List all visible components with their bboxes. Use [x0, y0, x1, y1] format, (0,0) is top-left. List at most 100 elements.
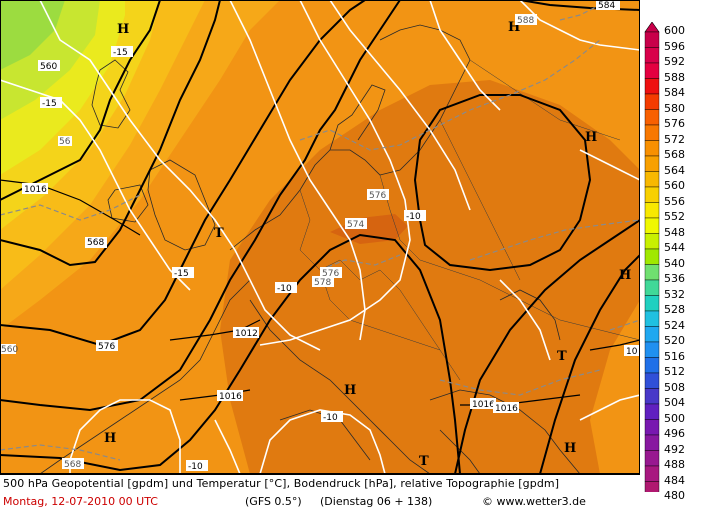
legend-label: 500 [664, 411, 685, 425]
high-pressure-label: H [117, 22, 129, 37]
legend-label: 544 [664, 241, 685, 254]
map-footer: 500 hPa Geopotential [gpdm] und Temperat… [0, 474, 640, 513]
legend-label: 560 [664, 179, 685, 192]
coastlines [39, 24, 581, 474]
temperature-label: -10 [406, 212, 421, 222]
geopotential-label: 560 [40, 62, 57, 72]
legend-label: 532 [664, 287, 685, 301]
low-pressure-label: T [557, 349, 567, 364]
legend-swatch [644, 295, 660, 312]
contour-labels: 560 568 576 584 -15 -15 -15 -10 -10 -10 … [0, 0, 640, 472]
temperature-label: 10 [626, 347, 638, 357]
legend-swatch [644, 47, 660, 64]
legend-label: 536 [664, 272, 685, 285]
legend-swatch [644, 326, 660, 343]
weather-map: H H H H H H H T T T 560 568 576 584 -15 … [0, 0, 640, 474]
temperature-label: -10 [323, 413, 338, 423]
legend-label: 592 [664, 55, 685, 68]
high-pressure-label: H [344, 383, 356, 398]
legend-swatch [644, 372, 660, 389]
country-borders [299, 59, 640, 381]
legend-swatch [644, 171, 660, 188]
legend-label: 488 [664, 458, 685, 471]
legend-swatch [644, 434, 660, 451]
surface-pressure-label: 1016 [495, 404, 518, 414]
high-pressure-label: H [564, 441, 576, 456]
legend-label: 540 [664, 256, 685, 270]
legend-label: 528 [664, 303, 685, 316]
legend-top-arrow [644, 22, 660, 33]
legend-swatch [644, 109, 660, 126]
relative-topography-label: 56 [59, 137, 71, 147]
legend-label: 520 [664, 334, 685, 347]
legend-label: 580 [664, 101, 685, 115]
surface-pressure-label: 1016 [24, 185, 47, 195]
geopotential-label: 576 [98, 342, 115, 352]
map-title: 500 hPa Geopotential [gpdm] und Temperat… [3, 477, 560, 490]
temperature-label: -10 [277, 284, 292, 294]
legend-label: 568 [664, 148, 685, 161]
legend-label: 484 [664, 473, 685, 487]
relative-topography-label: 574 [347, 220, 364, 230]
legend-swatch [644, 31, 660, 48]
temperature-label: -15 [174, 269, 189, 279]
legend-label: 516 [664, 349, 685, 363]
legend-label: 552 [664, 210, 685, 223]
valid-date: Montag, 12-07-2010 00 UTC [3, 495, 158, 508]
pressure-symbols: H H H H H H H T T T [104, 20, 631, 469]
legend-swatch [644, 310, 660, 327]
legend-label: 480 [664, 489, 685, 502]
legend-swatch [644, 279, 660, 296]
legend-swatch [644, 481, 660, 492]
legend-swatch [644, 465, 660, 482]
low-pressure-label: T [214, 226, 224, 241]
legend-swatch [644, 264, 660, 281]
legend-label: 596 [664, 39, 685, 53]
temperature-contours [0, 0, 640, 474]
legend-label: 584 [664, 86, 685, 99]
high-pressure-label: H [619, 268, 631, 283]
legend-label: 508 [664, 380, 685, 394]
legend-swatch [644, 124, 660, 141]
legend-swatch [644, 341, 660, 358]
legend-swatch [644, 450, 660, 467]
legend-swatch [644, 78, 660, 95]
color-legend: 600 596 592 588 584 580 576 572 568 564 560 556 552 5… [640, 0, 704, 513]
legend-label: 572 [664, 132, 685, 146]
legend-swatch [644, 403, 660, 420]
legend-swatch [644, 186, 660, 203]
temperature-label: -15 [42, 99, 57, 109]
geopotential-label: 584 [598, 1, 615, 11]
geopotential-field-576 [220, 80, 640, 474]
surface-pressure-label: 1016 [472, 400, 495, 410]
low-pressure-label: T [419, 454, 429, 469]
surface-pressure-label: 1012 [235, 329, 258, 339]
surface-pressure-label: 1016 [219, 392, 242, 402]
legend-label: 504 [664, 396, 685, 409]
relative-topography-label: 576 [369, 191, 386, 201]
legend-label: 600 [664, 24, 685, 37]
legend-label: 548 [664, 225, 685, 239]
legend-swatch [644, 388, 660, 405]
legend-swatch [644, 419, 660, 436]
legend-swatch [644, 155, 660, 172]
legend-swatch [644, 62, 660, 79]
high-pressure-label: H [104, 431, 116, 446]
legend-swatch [644, 202, 660, 219]
relative-topography-label: 588 [517, 16, 534, 26]
legend-color-bar [644, 22, 660, 492]
temperature-label: -15 [113, 48, 128, 58]
legend-label: 496 [664, 427, 685, 440]
legend-label: 588 [664, 70, 685, 84]
legend-swatch [644, 140, 660, 157]
relative-topography-label: 560 [1, 345, 18, 355]
geopotential-label: 568 [87, 238, 104, 248]
temperature-label: -10 [188, 462, 203, 472]
legend-swatch [644, 217, 660, 234]
legend-swatch [644, 233, 660, 250]
relative-topography-label: 576 [322, 269, 339, 279]
legend-label: 556 [664, 194, 685, 208]
geopotential-field-580 [330, 214, 408, 244]
copyright-site: © www.wetter3.de [482, 495, 586, 508]
legend-label: 512 [664, 365, 685, 378]
